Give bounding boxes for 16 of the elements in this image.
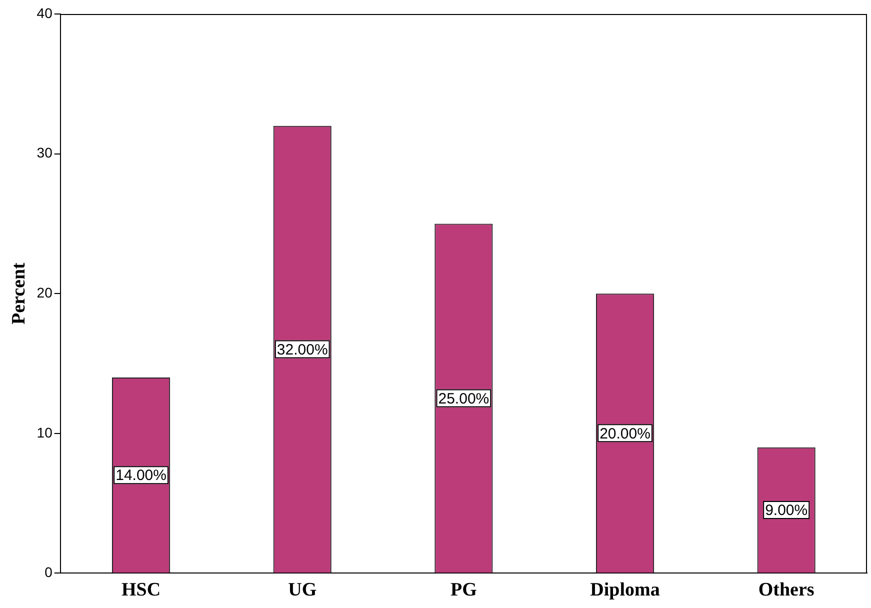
data-label: 32.00% [276,341,328,358]
data-label: 25.00% [438,390,490,408]
y-axis-title: Percent [8,262,30,325]
x-tick-label: HSC [121,580,161,601]
y-tick-label: 30 [36,144,53,161]
y-tick-label: 0 [44,564,53,580]
data-label: 14.00% [116,467,166,484]
x-tick-label: PG [450,580,478,601]
x-tick-label: Diploma [590,580,660,601]
y-tick-label: 10 [36,424,53,440]
data-label: 9.00% [765,502,808,520]
x-tick-label: Others [758,580,814,601]
y-tick-label: 40 [36,4,53,21]
y-tick-label: 20 [36,284,53,300]
data-label: 20.00% [600,425,650,442]
x-tick-label: UG [288,580,317,601]
